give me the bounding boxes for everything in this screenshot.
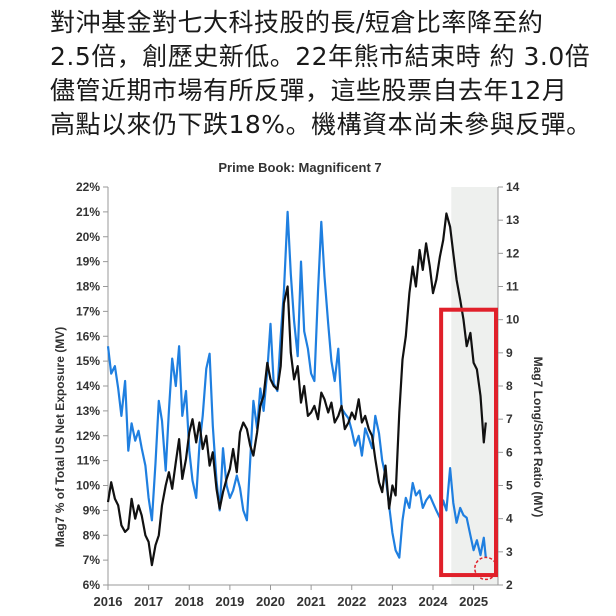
caption-line-1: 對沖基金對七大科技股的長/短倉比率降至約 — [50, 8, 544, 37]
axis-layer: 6% 7% 8% 9% 10% 11% 12% 13% 14% 15% 16% 17% 18% 19% 20… — [76, 180, 520, 609]
left-tick-label: 16% — [76, 329, 100, 343]
x-tick-label: 2019 — [215, 594, 244, 609]
left-tick-label: 14% — [76, 379, 100, 393]
right-tick-label: 2 — [506, 578, 513, 592]
right-tick-label: 6 — [506, 445, 513, 459]
right-tick-label: 13 — [506, 213, 520, 227]
x-tick-label: 2022 — [337, 594, 366, 609]
right-tick-label: 5 — [506, 479, 513, 493]
x-tick-label: 2020 — [256, 594, 285, 609]
left-tick-label: 19% — [76, 255, 100, 269]
right-tick-label: 14 — [506, 180, 520, 194]
x-tick-label: 2023 — [378, 594, 407, 609]
chart-background — [0, 150, 616, 616]
x-tick-label: 2025 — [459, 594, 488, 609]
right-tick-label: 11 — [506, 280, 519, 294]
left-tick-label: 21% — [76, 205, 100, 219]
series-net-exposure — [106, 210, 487, 559]
shaded-region-layer — [451, 187, 498, 585]
left-tick-label: 6% — [83, 578, 101, 592]
left-tick-label: 13% — [76, 404, 100, 418]
left-tick-label: 11% — [77, 454, 101, 468]
right-tick-label: 3 — [506, 545, 513, 559]
left-tick-label: 8% — [83, 528, 101, 542]
left-tick-label: 9% — [83, 503, 101, 517]
caption-line-3: 儘管近期市場有所反彈，這些股票自去年12月 — [50, 76, 568, 105]
series-long-short-ratio — [106, 212, 487, 567]
post-caption: 對沖基金對七大科技股的長/短倉比率降至約 2.5倍，創歷史新低。22年熊市結束時… — [50, 6, 610, 142]
right-tick-label: 12 — [506, 246, 520, 260]
right-tick-label: 4 — [506, 512, 513, 526]
chart-title: Prime Book: Magnificent 7 — [218, 160, 381, 175]
right-axis-label: Mag7 Long/Short Ratio (MV) — [531, 357, 545, 518]
left-axis-label: Mag7 % of Total US Net Exposure (MV) — [53, 327, 67, 547]
left-tick-label: 7% — [83, 553, 101, 567]
right-tick-label: 9 — [506, 346, 513, 360]
caption-line-4: 高點以來仍下跌18%。機構資本尚未參與反彈。 — [50, 110, 592, 139]
left-tick-label: 18% — [76, 280, 100, 294]
x-tick-label: 2024 — [419, 594, 449, 609]
right-tick-label: 7 — [506, 412, 513, 426]
highlight-box — [439, 307, 498, 578]
left-tick-label: 15% — [76, 354, 100, 368]
left-tick-label: 22% — [76, 180, 100, 194]
x-tick-label: 2018 — [175, 594, 204, 609]
left-tick-label: 17% — [76, 304, 100, 318]
x-tick-label: 2016 — [94, 594, 123, 609]
caption-line-2: 2.5倍，創歷史新低。22年熊市結束時 約 3.0倍 — [50, 42, 591, 71]
annotation-layer — [439, 307, 498, 581]
shaded-recent-period — [451, 187, 498, 585]
x-tick-label: 2021 — [297, 594, 326, 609]
left-tick-label: 12% — [76, 429, 100, 443]
dual-axis-line-chart: Prime Book: Magnificent 7 6% 7% 8% 9% 10% 11%… — [0, 150, 616, 616]
series-layer — [106, 210, 487, 567]
left-tick-label: 20% — [76, 230, 100, 244]
right-tick-label: 10 — [506, 313, 520, 327]
right-tick-label: 8 — [506, 379, 513, 393]
left-tick-label: 10% — [76, 479, 100, 493]
x-tick-label: 2017 — [134, 594, 163, 609]
